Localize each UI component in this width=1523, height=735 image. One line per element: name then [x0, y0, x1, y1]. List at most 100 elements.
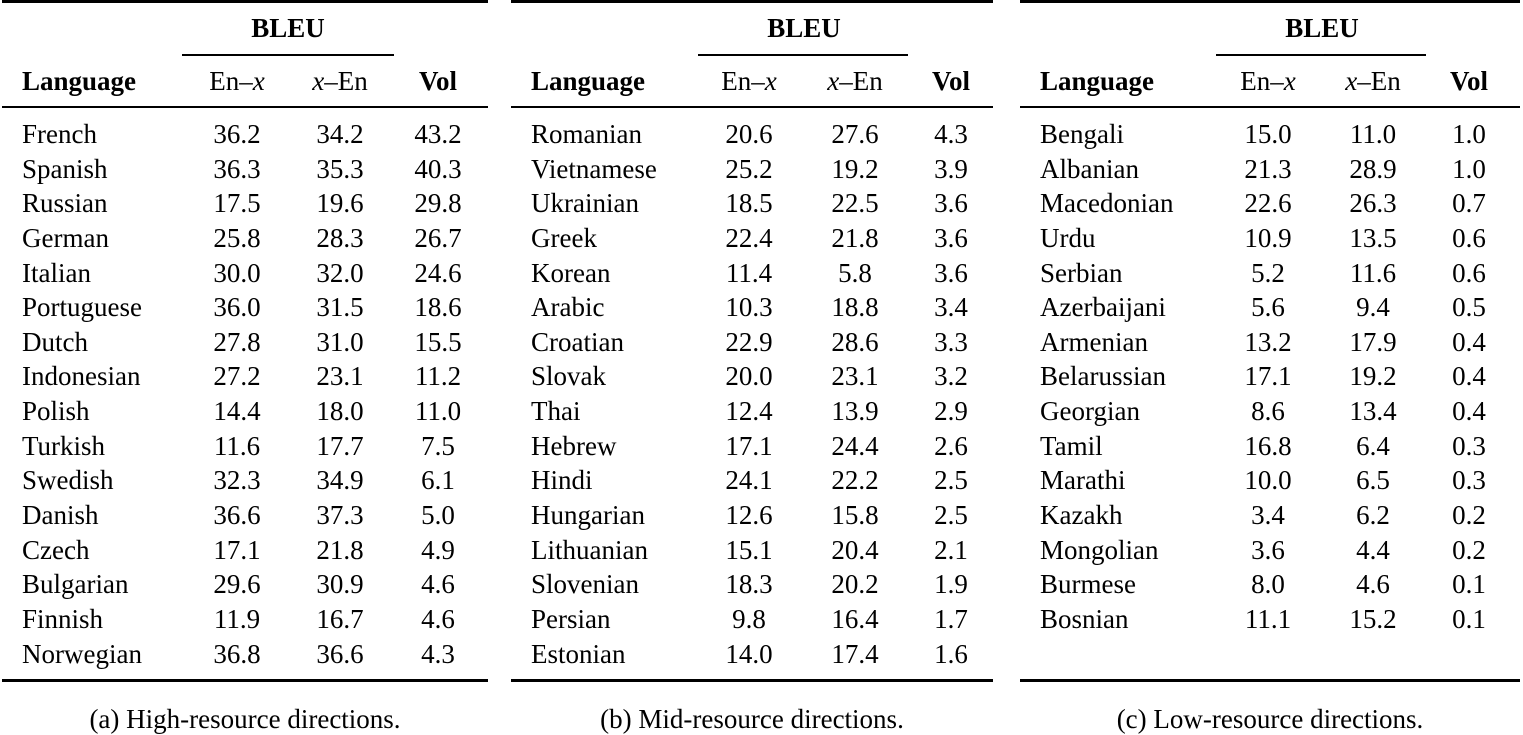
language-cell: Romanian	[531, 119, 642, 149]
table-row: Belarussian 17.1 19.2 0.4	[1020, 359, 1520, 394]
vol-cell: 0.4	[1452, 361, 1486, 392]
language-cell: Korean	[531, 257, 611, 288]
language-cell: Hindi	[531, 465, 593, 496]
header-rule	[511, 106, 993, 108]
en-x-cell: 22.6	[1244, 188, 1292, 219]
language-cell: Bosnian	[1040, 603, 1129, 634]
language-cell: Georgian	[1040, 396, 1140, 427]
x-en-cell: 31.0	[316, 326, 364, 357]
table-row: Portuguese 36.0 31.5 18.6	[2, 290, 488, 325]
vol-cell: 0.3	[1452, 465, 1486, 496]
language-cell: Serbian	[1040, 257, 1123, 288]
en-x-cell: 5.6	[1251, 292, 1285, 323]
x-en-cell: 26.3	[1349, 188, 1397, 219]
language-cell: Dutch	[22, 326, 88, 357]
language-cell: French	[22, 119, 97, 149]
x-en-cell: 11.6	[1349, 257, 1397, 288]
en-x-cell: 36.8	[213, 638, 261, 669]
language-cell: Marathi	[1040, 465, 1126, 496]
x-en-cell: 18.0	[316, 396, 364, 427]
language-cell: Belarussian	[1040, 361, 1166, 392]
x-en-cell: 4.6	[1356, 569, 1390, 600]
vol-cell: 6.1	[421, 465, 455, 496]
en-x-cell: 3.4	[1251, 500, 1285, 531]
table-row: Italian 30.0 32.0 24.6	[2, 256, 488, 291]
table-row: Finnish 11.9 16.7 4.6	[2, 602, 488, 637]
vol-cell: 0.7	[1452, 188, 1486, 219]
x-en-header: x–En	[312, 66, 368, 96]
x-en-cell: 17.7	[316, 430, 364, 461]
vol-cell: 0.2	[1452, 500, 1486, 531]
table-row: Polish 14.4 18.0 11.0	[2, 394, 488, 429]
language-cell: Persian	[531, 603, 611, 634]
bottom-rule	[1020, 679, 1520, 682]
en-x-cell: 14.4	[213, 396, 261, 427]
table-row: Vietnamese 25.2 19.2 3.9	[511, 152, 993, 187]
table-row: Turkish 11.6 17.7 7.5	[2, 429, 488, 464]
x-en-cell: 23.1	[831, 361, 879, 392]
x-en-cell: 28.3	[316, 222, 364, 253]
vol-cell: 40.3	[414, 153, 462, 184]
vol-cell: 3.9	[934, 153, 968, 184]
x-en-cell: 19.2	[831, 153, 879, 184]
language-cell: Urdu	[1040, 222, 1096, 253]
vol-cell: 4.6	[421, 569, 455, 600]
language-header: Language	[531, 66, 646, 96]
vol-cell: 1.6	[934, 638, 968, 669]
table-row: Bosnian 11.1 15.2 0.1	[1020, 602, 1520, 637]
language-cell: Italian	[22, 257, 91, 288]
table-row: Croatian 22.9 28.6 3.3	[511, 325, 993, 360]
en-x-cell: 11.1	[1244, 603, 1292, 634]
language-cell: Spanish	[22, 153, 108, 184]
vol-cell: 29.8	[414, 188, 462, 219]
x-en-cell: 13.9	[831, 396, 879, 427]
vol-cell: 4.6	[421, 603, 455, 634]
top-rule	[511, 0, 993, 3]
en-x-cell: 12.6	[725, 500, 773, 531]
language-cell: Mongolian	[1040, 534, 1159, 565]
header-rule	[2, 106, 488, 108]
table-row: Russian 17.5 19.6 29.8	[2, 186, 488, 221]
table-caption: (c) Low-resource directions.	[1116, 704, 1424, 734]
language-cell: Swedish	[22, 465, 114, 496]
table-row: Hindi 24.1 22.2 2.5	[511, 463, 993, 498]
vol-cell: 1.7	[934, 603, 968, 634]
vol-cell: 26.7	[414, 222, 462, 253]
vol-cell: 3.6	[934, 222, 968, 253]
language-cell: Vietnamese	[531, 153, 657, 184]
x-en-cell: 15.2	[1349, 603, 1397, 634]
en-x-cell: 13.2	[1244, 326, 1292, 357]
table-row: Slovak 20.0 23.1 3.2	[511, 359, 993, 394]
vol-cell: 11.2	[414, 361, 462, 392]
top-rule	[1020, 0, 1520, 3]
table-row: Slovenian 18.3 20.2 1.9	[511, 567, 993, 602]
vol-cell: 3.3	[934, 326, 968, 357]
en-x-cell: 17.1	[213, 534, 261, 565]
x-en-cell: 24.4	[831, 430, 879, 461]
x-en-cell: 34.9	[316, 465, 364, 496]
x-en-cell: 36.6	[316, 638, 364, 669]
x-en-cell: 22.5	[831, 188, 879, 219]
x-en-cell: 6.4	[1356, 430, 1390, 461]
en-x-cell: 22.4	[725, 222, 773, 253]
x-en-cell: 17.9	[1349, 326, 1397, 357]
language-cell: Armenian	[1040, 326, 1148, 357]
vol-cell: 3.4	[934, 292, 968, 323]
language-cell: Thai	[531, 396, 581, 427]
en-x-cell: 11.6	[213, 430, 261, 461]
bottom-rule	[511, 679, 993, 682]
en-x-cell: 8.0	[1251, 569, 1285, 600]
en-x-cell: 25.8	[213, 222, 261, 253]
table-row: Danish 36.6 37.3 5.0	[2, 498, 488, 533]
en-x-cell: 5.2	[1251, 257, 1285, 288]
language-header: Language	[22, 66, 137, 96]
bleu-header: BLEU	[251, 13, 325, 43]
table-row: Arabic 10.3 18.8 3.4	[511, 290, 993, 325]
language-cell: Arabic	[531, 292, 605, 323]
vol-cell: 1.0	[1452, 119, 1486, 149]
x-en-cell: 21.8	[316, 534, 364, 565]
vol-cell: 24.6	[414, 257, 462, 288]
language-cell: German	[22, 222, 109, 253]
table-body: French 36.2 34.2 43.2 Spanish 36.3 35.3 40.3 R…	[2, 117, 488, 671]
vol-cell: 0.1	[1452, 569, 1486, 600]
